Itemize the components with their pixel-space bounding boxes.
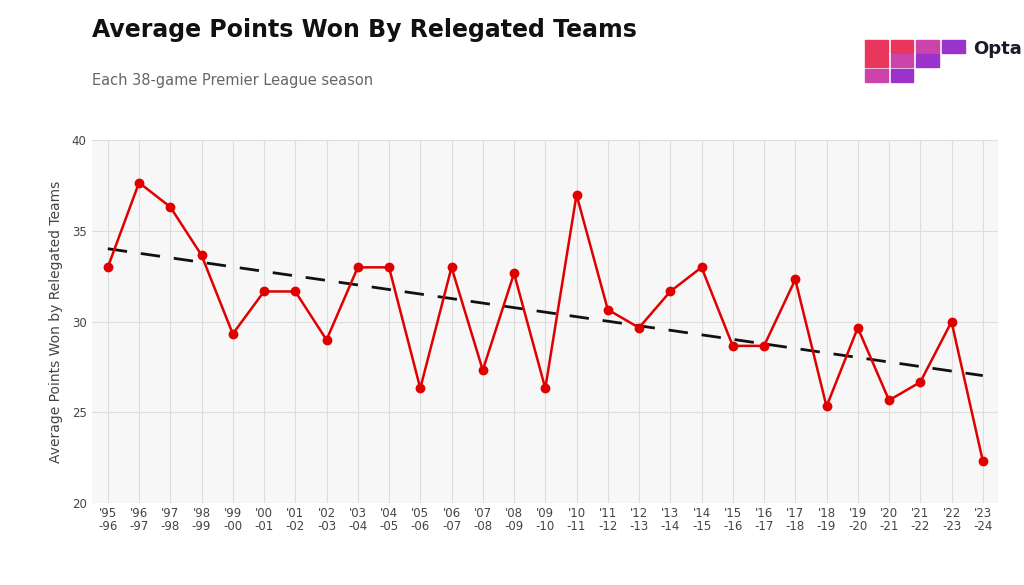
Point — [850, 323, 866, 332]
Point — [131, 178, 147, 187]
Point — [725, 341, 741, 350]
Point — [568, 190, 585, 199]
Point — [600, 305, 616, 314]
Point — [443, 263, 460, 272]
Point — [787, 275, 804, 284]
Text: Average Points Won By Relegated Teams: Average Points Won By Relegated Teams — [92, 18, 637, 42]
Point — [381, 263, 397, 272]
Point — [99, 263, 116, 272]
Point — [349, 263, 366, 272]
Point — [287, 287, 303, 296]
Point — [412, 384, 428, 393]
Point — [943, 317, 959, 326]
Point — [756, 341, 772, 350]
Point — [912, 377, 929, 387]
Point — [537, 384, 553, 393]
Point — [818, 402, 835, 411]
Point — [162, 202, 178, 212]
Point — [881, 395, 897, 405]
Point — [975, 456, 991, 466]
Point — [318, 335, 335, 345]
Text: Each 38-game Premier League season: Each 38-game Premier League season — [92, 73, 374, 88]
Text: Opta: Opta — [973, 40, 1022, 58]
Point — [256, 287, 272, 296]
Point — [194, 250, 210, 260]
Point — [224, 329, 241, 339]
Point — [693, 263, 710, 272]
Y-axis label: Average Points Won by Relegated Teams: Average Points Won by Relegated Teams — [49, 181, 63, 463]
Point — [506, 269, 522, 278]
Point — [631, 323, 647, 332]
Point — [474, 366, 490, 375]
Point — [663, 287, 679, 296]
